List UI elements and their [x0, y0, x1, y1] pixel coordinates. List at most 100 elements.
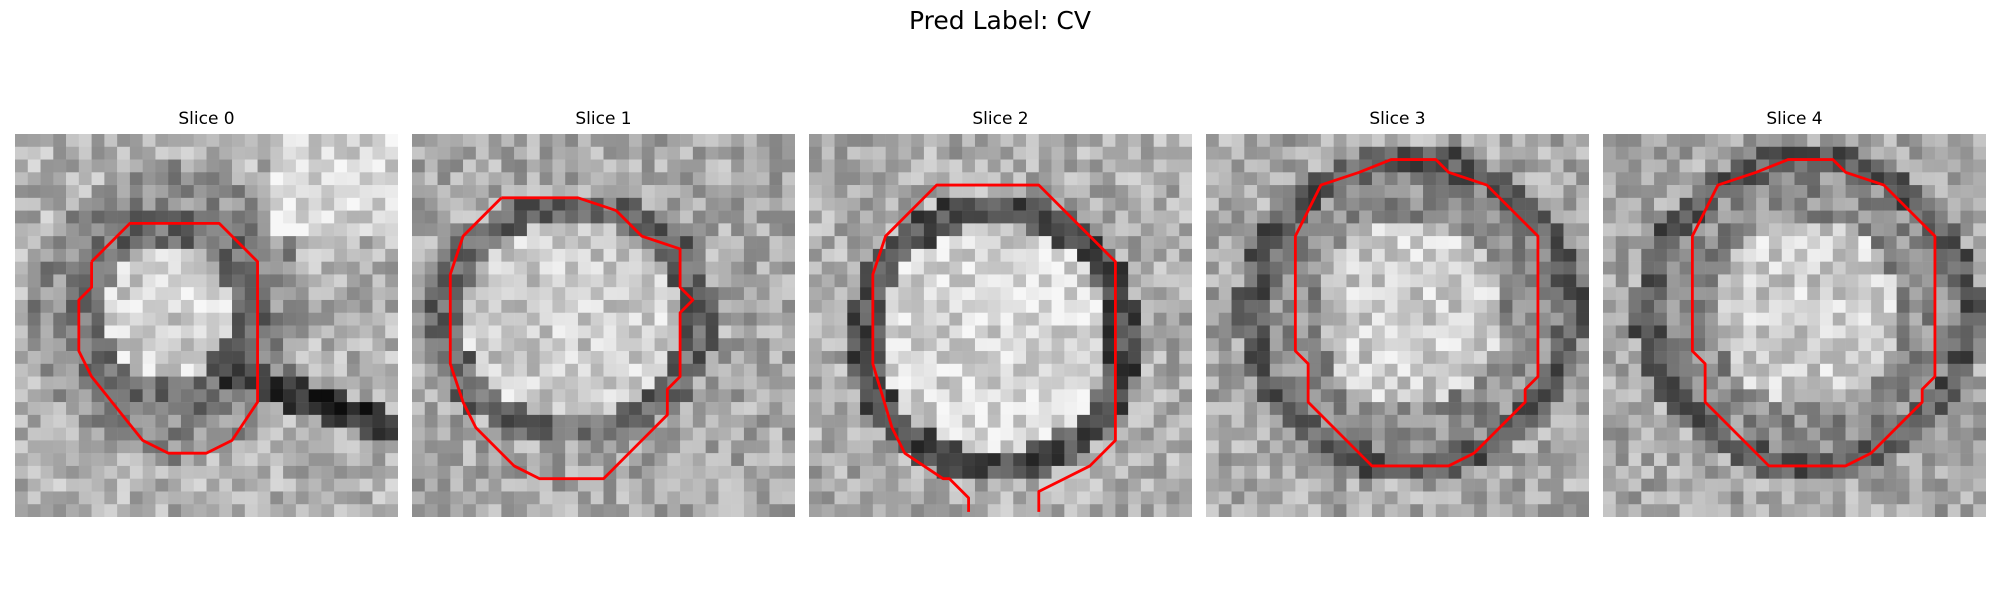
pixel-cell	[283, 185, 297, 199]
pixel-cell	[1244, 287, 1258, 301]
pixel-cell	[1576, 325, 1589, 339]
pixel-cell	[1934, 197, 1948, 211]
pixel-cell	[809, 146, 823, 160]
pixel-cell	[1550, 325, 1564, 339]
pixel-cell	[641, 478, 655, 492]
pixel-cell	[1641, 261, 1655, 275]
pixel-cell	[577, 478, 591, 492]
pixel-cell	[1525, 427, 1539, 441]
pixel-cell	[1781, 287, 1795, 301]
pixel-cell	[1051, 376, 1065, 390]
pixel-cell	[1384, 491, 1398, 505]
pixel-cell	[78, 261, 92, 275]
pixel-cell	[40, 389, 54, 403]
pixel-cell	[860, 478, 874, 492]
pixel-cell	[346, 185, 360, 199]
pixel-cell	[1743, 134, 1757, 148]
pixel-cell	[1628, 134, 1642, 148]
pixel-cell	[834, 453, 848, 467]
pixel-cell	[1641, 338, 1655, 352]
pixel-cell	[1858, 491, 1872, 505]
pixel-cell	[718, 453, 732, 467]
pixel-cell	[1486, 351, 1500, 365]
pixel-cell	[1013, 491, 1027, 505]
pixel-cell	[1641, 210, 1655, 224]
pixel-cell	[680, 185, 694, 199]
pixel-cell	[1384, 197, 1398, 211]
pixel-cell	[104, 223, 118, 237]
pixel-cell	[1654, 504, 1668, 517]
pixel-cell	[27, 389, 41, 403]
pixel-cell	[155, 504, 169, 517]
pixel-cell	[1896, 274, 1910, 288]
pixel-cell	[270, 274, 284, 288]
pixel-cell	[1654, 134, 1668, 148]
pixel-cell	[412, 376, 426, 390]
pixel-cell	[743, 261, 757, 275]
pixel-cell	[1679, 248, 1693, 262]
pixel-cell	[475, 504, 489, 517]
pixel-cell	[911, 134, 925, 148]
pixel-cell	[295, 159, 309, 173]
pixel-cell	[1461, 274, 1475, 288]
pixel-cell	[667, 197, 681, 211]
pixel-cell	[1909, 134, 1923, 148]
pixel-cell	[334, 504, 348, 517]
pixel-cell	[295, 185, 309, 199]
pixel-cell	[1768, 351, 1782, 365]
pixel-cell	[809, 427, 823, 441]
pixel-cell	[692, 491, 706, 505]
pixel-cell	[1909, 351, 1923, 365]
pixel-cell	[860, 146, 874, 160]
pixel-cell	[769, 351, 783, 365]
pixel-cell	[193, 376, 207, 390]
pixel-cell	[1768, 261, 1782, 275]
pixel-cell	[244, 210, 258, 224]
pixel-cell	[769, 248, 783, 262]
pixel-cell	[1461, 134, 1475, 148]
pixel-cell	[1947, 287, 1961, 301]
pixel-cell	[1820, 134, 1834, 148]
pixel-cell	[206, 299, 220, 313]
pixel-cell	[117, 210, 131, 224]
pixel-cell	[437, 389, 451, 403]
pixel-cell	[1973, 465, 1986, 479]
pixel-cell	[372, 172, 386, 186]
pixel-cell	[769, 465, 783, 479]
pixel-cell	[1730, 465, 1744, 479]
pixel-cell	[782, 376, 795, 390]
pixel-cell	[463, 185, 477, 199]
slice-image	[1603, 134, 1986, 517]
pixel-cell	[654, 223, 668, 237]
pixel-cell	[1128, 146, 1142, 160]
pixel-cell	[180, 402, 194, 416]
pixel-cell	[1807, 146, 1821, 160]
pixel-cell	[1231, 159, 1245, 173]
pixel-cell	[412, 299, 426, 313]
pixel-cell	[1973, 248, 1986, 262]
pixel-cell	[1641, 146, 1655, 160]
pixel-cell	[1295, 197, 1309, 211]
pixel-cell	[257, 363, 271, 377]
pixel-cell	[1231, 312, 1245, 326]
pixel-cell	[1576, 287, 1589, 301]
pixel-cell	[1563, 185, 1577, 199]
pixel-cell	[809, 338, 823, 352]
pixel-cell	[898, 389, 912, 403]
pixel-cell	[1128, 376, 1142, 390]
slice-title: Slice 2	[972, 109, 1029, 129]
pixel-cell	[1115, 440, 1129, 454]
pixel-cell	[1832, 351, 1846, 365]
pixel-cell	[1153, 389, 1167, 403]
pixel-cell	[834, 210, 848, 224]
pixel-cell	[232, 223, 246, 237]
pixel-cell	[424, 223, 438, 237]
pixel-cell	[1269, 504, 1283, 517]
pixel-cell	[1947, 248, 1961, 262]
pixel-cell	[1397, 287, 1411, 301]
pixel-cell	[1525, 402, 1539, 416]
pixel-cell	[1257, 261, 1271, 275]
pixel-cell	[346, 351, 360, 365]
pixel-cell	[1448, 478, 1462, 492]
pixel-cell	[1756, 491, 1770, 505]
